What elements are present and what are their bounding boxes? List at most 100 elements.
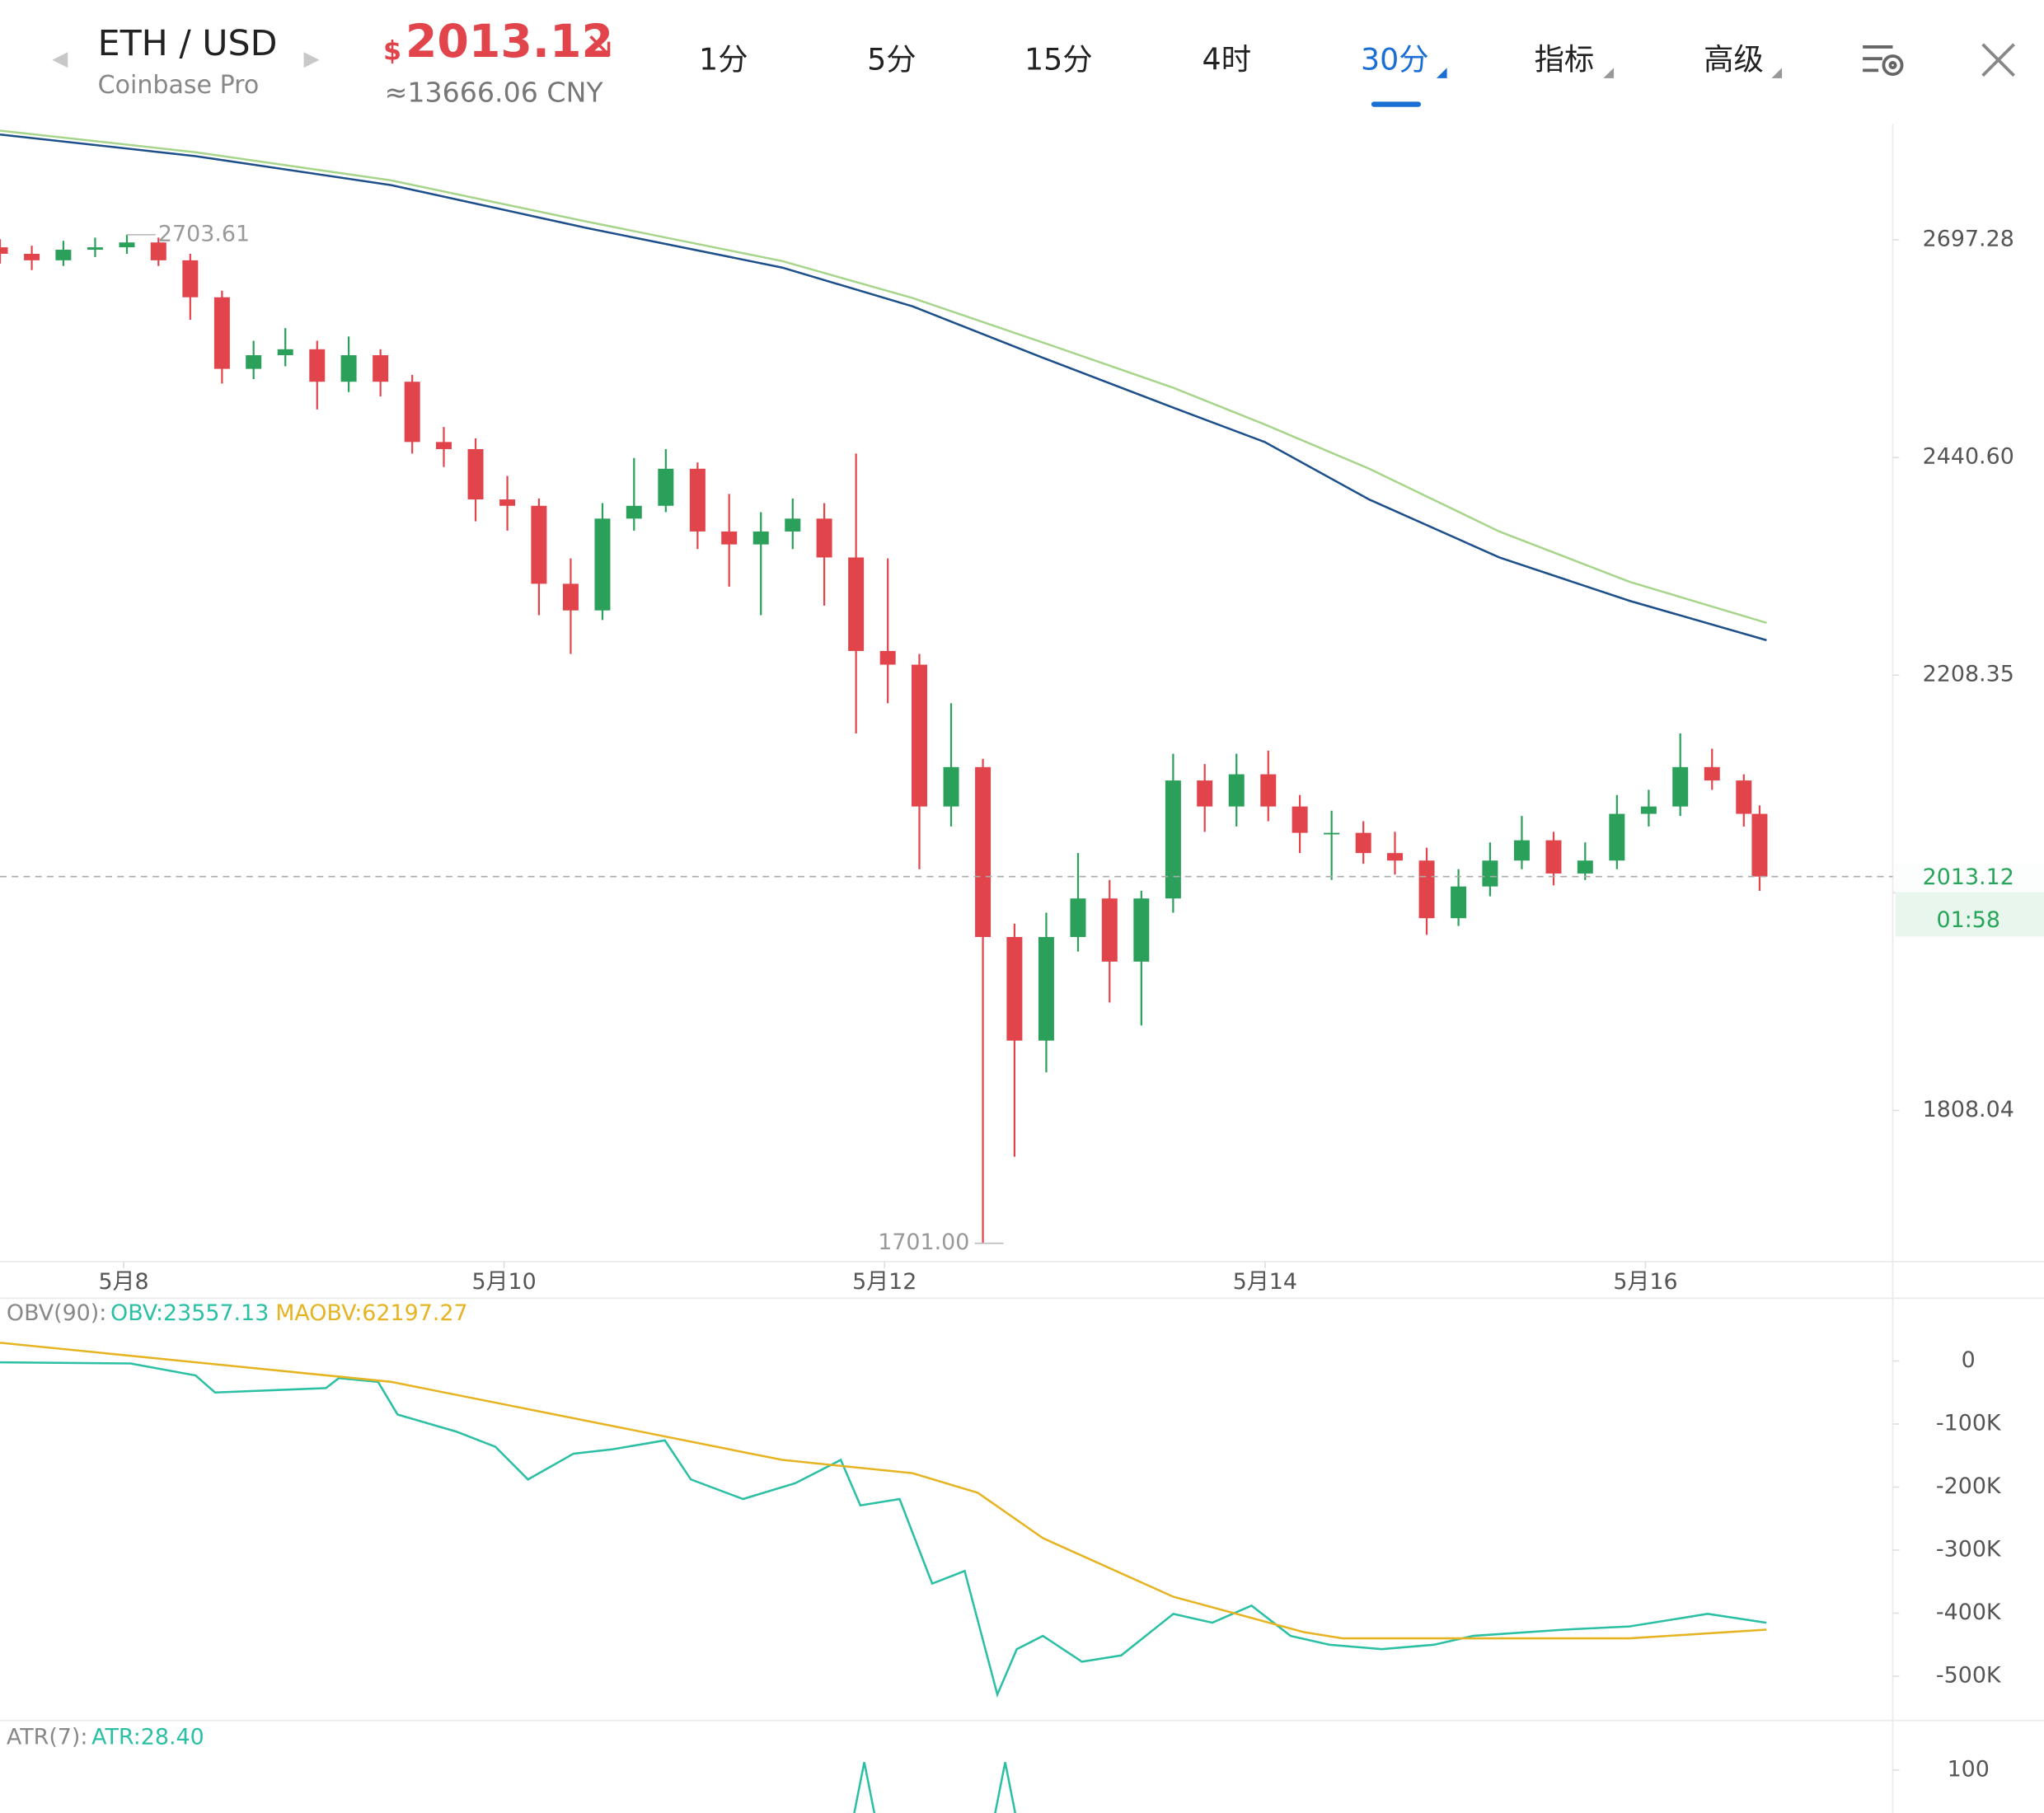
candle-body (277, 349, 293, 356)
dropdown-mark (1436, 68, 1447, 78)
candle-body (404, 382, 420, 443)
y-tick-label: -100K (1936, 1410, 2002, 1436)
candle-body (1751, 813, 1768, 877)
candle-body (689, 468, 706, 532)
tab[interactable]: 1分 (699, 41, 748, 77)
extreme-label: 2703.61 (158, 221, 250, 246)
price: 2013.12 (406, 16, 613, 68)
tab[interactable]: 5分 (867, 41, 917, 77)
candle-body (848, 557, 865, 651)
candle-body (785, 518, 801, 532)
candle-body (1418, 860, 1435, 919)
legend-entry: MAOBV:62197.27 (275, 1300, 467, 1326)
candle-body (87, 247, 103, 251)
x-tick-label: 5月12 (852, 1269, 917, 1295)
panel-frame (0, 124, 2044, 1813)
candle-body (1133, 898, 1150, 962)
y-tick-label: 100 (1948, 1756, 1990, 1782)
candle-body (816, 518, 832, 558)
candle-body (1545, 840, 1562, 874)
plot (0, 1342, 1767, 1698)
tab-active[interactable]: 30分 (1361, 41, 1429, 77)
candle-body (246, 355, 262, 369)
x-tick-label: 5月14 (1233, 1269, 1297, 1295)
y-tick-label: 0 (1962, 1347, 1976, 1373)
candle-body (752, 531, 769, 545)
candle-body (594, 518, 611, 611)
countdown: 01:58 (1937, 907, 2000, 933)
candle-body (1736, 780, 1752, 814)
candle-body (150, 242, 166, 260)
settings-icon[interactable] (1863, 45, 1904, 77)
indicator-name: OBV(90): (7, 1300, 106, 1326)
candle-body (1228, 774, 1245, 807)
extreme-label: 1701.00 (878, 1230, 969, 1255)
candle-body (119, 242, 135, 248)
price-tag-top (1895, 860, 2044, 892)
indicator-legend: ATR(7): ATR:28.40 (7, 1724, 204, 1750)
indicator-legend: OBV(90): OBV:23557.13 MAOBV:62197.27 (7, 1300, 468, 1326)
candle-body (0, 247, 8, 254)
y-tick-label: 2440.60 (1923, 444, 2014, 470)
exchange: Coinbase Pro (98, 71, 260, 100)
candle-body (1006, 937, 1023, 1041)
candle-body (1513, 840, 1530, 861)
candle-body (340, 355, 357, 382)
currency: $ (383, 36, 401, 66)
tab[interactable]: 高级 (1704, 41, 1764, 77)
down-arrow-icon (589, 35, 611, 57)
y-tick-label: 2697.28 (1923, 226, 2014, 251)
candle-body (626, 505, 642, 519)
candle-body (1101, 898, 1118, 962)
y-tick-label: -200K (1936, 1473, 2002, 1499)
indicator-line (0, 129, 1767, 625)
last-price-label: 2013.12 (1923, 864, 2014, 890)
candle-body (499, 499, 516, 506)
candle-body (1482, 860, 1498, 887)
candle-body (1324, 832, 1340, 835)
y-tick-label: 2208.35 (1923, 662, 2014, 687)
candle-body (1292, 806, 1308, 833)
plot (853, 1762, 1017, 1813)
candle-body (1165, 780, 1181, 899)
indicator-line (853, 1762, 1017, 1813)
candle-body (879, 650, 896, 665)
x-tick-label: 5月10 (472, 1269, 537, 1295)
prev-arrow[interactable] (52, 52, 68, 68)
plot (0, 129, 1768, 1244)
close-icon[interactable] (1981, 43, 2015, 77)
candle-body (658, 468, 674, 506)
candle-body (373, 355, 389, 382)
y-tick-label: 1808.04 (1923, 1097, 2014, 1122)
candle-body (1704, 766, 1720, 781)
next-arrow[interactable] (303, 52, 320, 68)
legend-entry: ATR:28.40 (91, 1724, 204, 1750)
header: ETH / USD Coinbase Pro $ 2013.12 ≈13666.… (52, 16, 2015, 108)
y-tick-label: -500K (1936, 1663, 2002, 1689)
y-tick-label: -400K (1936, 1600, 2002, 1625)
candle-body (1451, 886, 1467, 919)
tab[interactable]: 指标 (1535, 41, 1595, 77)
candle-body (1070, 898, 1086, 938)
tab[interactable]: 15分 (1024, 41, 1093, 77)
candle-body (467, 448, 484, 500)
tab[interactable]: 4时 (1202, 41, 1252, 77)
candle-body (1609, 813, 1625, 861)
candle-body (182, 260, 199, 297)
candle-body (975, 766, 992, 938)
candle-body (1355, 832, 1371, 854)
candle-body (912, 664, 927, 807)
x-tick-label: 5月16 (1613, 1269, 1677, 1295)
candle-body (55, 250, 72, 260)
candle-body (1197, 780, 1213, 807)
indicator-line (0, 1361, 1767, 1698)
pair: ETH / USD (98, 23, 278, 64)
candle-body (24, 253, 40, 260)
x-tick-label: 5月8 (99, 1269, 149, 1295)
candle-body (1260, 774, 1277, 807)
y-tick-label: -300K (1936, 1537, 2002, 1562)
indicator-line (0, 1342, 1767, 1640)
candle-body (213, 297, 230, 369)
